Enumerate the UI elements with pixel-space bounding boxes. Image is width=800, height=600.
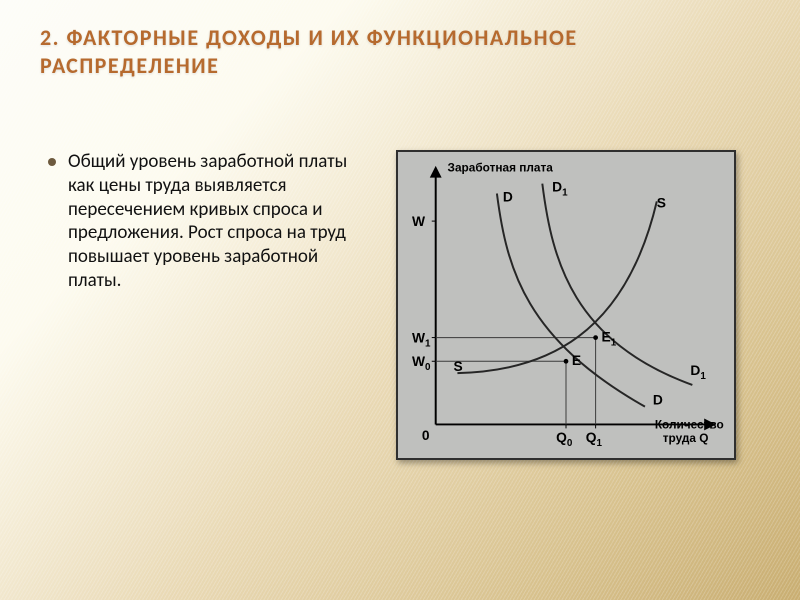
- chart-wrap: 0 Заработная плата Количествотруда Q W W1 W0 Q…: [372, 150, 760, 460]
- svg-text:Заработная плата: Заработная плата: [448, 161, 554, 175]
- title-block: 2. ФАКТОРНЫЕ ДОХОДЫ И ИХ ФУНКЦИОНАЛЬНОЕ …: [40, 24, 760, 79]
- svg-text:D: D: [653, 392, 663, 408]
- svg-text:Q1: Q1: [586, 429, 603, 449]
- svg-text:Q0: Q0: [556, 429, 573, 449]
- svg-text:S: S: [657, 194, 666, 210]
- slide-title: 2. ФАКТОРНЫЕ ДОХОДЫ И ИХ ФУНКЦИОНАЛЬНОЕ …: [40, 24, 760, 79]
- svg-text:W: W: [412, 213, 426, 229]
- econ-chart: 0 Заработная плата Количествотруда Q W W1 W0 Q…: [398, 152, 734, 458]
- svg-text:труда Q: труда Q: [663, 431, 709, 445]
- slide: 2. ФАКТОРНЫЕ ДОХОДЫ И ИХ ФУНКЦИОНАЛЬНОЕ …: [0, 0, 800, 600]
- svg-text:S: S: [453, 358, 462, 374]
- svg-text:D1: D1: [690, 362, 706, 382]
- chart-card: 0 Заработная плата Количествотруда Q W W1 W0 Q…: [396, 150, 736, 460]
- svg-text:W1: W1: [412, 330, 431, 350]
- bullet-list: Общий уровень заработной платы как цены …: [48, 150, 348, 293]
- svg-text:E: E: [572, 352, 581, 368]
- svg-text:Количество: Количество: [655, 417, 724, 431]
- bullet-item: Общий уровень заработной платы как цены …: [48, 150, 348, 293]
- svg-text:D1: D1: [552, 178, 568, 198]
- body-row: Общий уровень заработной платы как цены …: [48, 150, 760, 460]
- svg-text:E1: E1: [602, 329, 617, 349]
- svg-text:D: D: [503, 188, 513, 204]
- svg-text:0: 0: [422, 427, 430, 443]
- svg-text:W0: W0: [412, 353, 431, 373]
